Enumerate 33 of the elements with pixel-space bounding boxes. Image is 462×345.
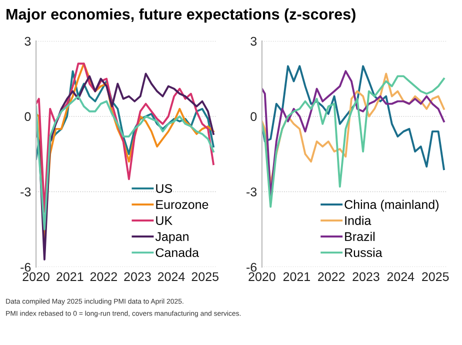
- x-tick-label: 2020: [248, 272, 276, 282]
- y-tick-label: 0: [250, 112, 257, 122]
- line-series: [36, 95, 214, 230]
- y-tick-label: 3: [24, 36, 31, 46]
- x-tick-label: 2022: [318, 272, 345, 282]
- legend-label: China (mainland): [344, 200, 438, 212]
- x-tick-label: 2023: [124, 272, 151, 282]
- y-tick-label: 3: [250, 36, 257, 46]
- legend-label: Brazil: [345, 232, 374, 242]
- y-tick-label: -3: [246, 188, 257, 196]
- y-tick-label: -6: [20, 262, 31, 272]
- line-series: [36, 62, 214, 213]
- legend-label: UK: [156, 216, 172, 226]
- y-tick-label: -6: [246, 262, 257, 272]
- legend-label: India: [345, 216, 372, 226]
- legend-label: Eurozone: [156, 200, 208, 209]
- x-tick-label: 2025: [192, 272, 218, 282]
- x-tick-label: 2023: [352, 272, 380, 282]
- x-tick-label: 2025: [422, 272, 449, 282]
- legend-label: Russia: [345, 248, 382, 258]
- x-tick-label: 2020: [22, 272, 50, 282]
- legend-label: Canada: [156, 248, 199, 258]
- x-tick-label: 2022: [90, 272, 117, 282]
- x-tick-label: 2024: [387, 272, 414, 282]
- chart-title: Major economies, future expectations (z-scores): [6, 8, 356, 23]
- y-tick-label: 0: [24, 112, 31, 122]
- legend-label: Japan: [155, 232, 188, 244]
- x-tick-label: 2024: [158, 272, 185, 282]
- x-tick-label: 2021: [56, 272, 84, 282]
- y-tick-label: -3: [20, 188, 31, 196]
- x-tick-label: 2021: [283, 272, 310, 282]
- line-series: [262, 65, 445, 170]
- legend-label: US: [156, 184, 172, 193]
